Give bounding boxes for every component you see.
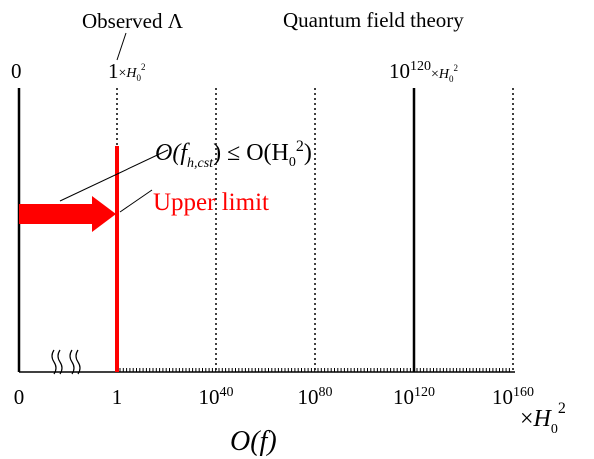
x-tick-label: 1080	[298, 385, 333, 409]
constraint-formula: O(fh,cst) ≤ O(H02)	[155, 138, 312, 171]
observed-label: Observed Λ	[82, 9, 184, 33]
axis-break-mark	[51, 349, 81, 375]
x-axis-minor-ticks	[119, 368, 510, 372]
x-axis-tick-labels: 0 1 1040 1080 10120 10160	[14, 385, 534, 409]
formula-leader	[59, 149, 169, 202]
x-axis-title: O(f)	[230, 426, 277, 457]
top-qft-scale-label: 10120×H02	[389, 59, 458, 84]
x-tick-label: 1	[112, 385, 123, 409]
x-tick-label: 10160	[492, 385, 534, 409]
x-axis-unit: ×H02	[520, 400, 566, 437]
observed-leader	[116, 32, 127, 61]
upper-limit-label: Upper limit	[153, 189, 269, 216]
top-one-label: 1×H02	[108, 59, 146, 83]
top-zero-label: 0	[11, 59, 22, 83]
x-tick-label: 0	[14, 385, 25, 409]
x-tick-label: 1040	[199, 385, 234, 409]
x-tick-label: 10120	[393, 385, 435, 409]
upper-limit-arrow	[19, 196, 116, 232]
qft-label: Quantum field theory	[283, 8, 464, 32]
upper-limit-leader	[119, 189, 153, 213]
